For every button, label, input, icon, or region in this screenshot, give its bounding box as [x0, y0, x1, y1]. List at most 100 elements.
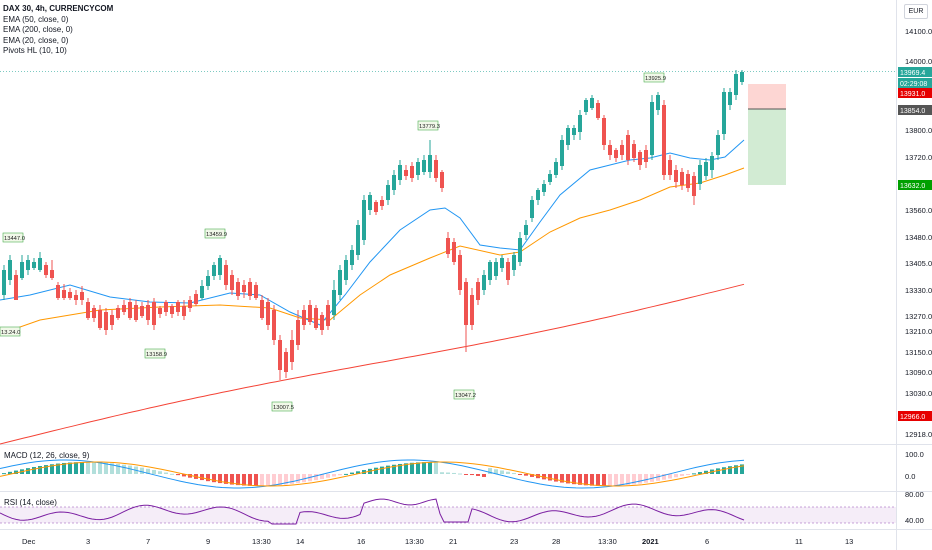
macd-histogram-bar: [92, 462, 96, 474]
candle-body: [572, 128, 576, 135]
candle-body: [524, 225, 528, 235]
candle-body: [548, 174, 552, 182]
candle-body: [620, 145, 624, 155]
take-profit-zone: [748, 109, 786, 185]
time-tick-label: 13:30: [598, 537, 617, 546]
macd-histogram-bar: [104, 462, 108, 474]
candle-body: [164, 302, 168, 312]
chart-legend: DAX 30, 4h, CURRENCYCOM EMA (50, close, …: [3, 4, 113, 57]
time-tick-label: 9: [206, 537, 210, 546]
candle-body: [722, 92, 726, 134]
ema20-line: [0, 139, 745, 326]
legend-ema20[interactable]: EMA (20, close, 0): [3, 35, 69, 45]
macd-histogram-bar: [578, 474, 582, 485]
macd-histogram-bar: [326, 474, 330, 478]
candle-body: [740, 72, 744, 82]
price-tick-label: 13405.0: [905, 259, 932, 268]
ema50-line: [0, 167, 745, 335]
macd-histogram-bar: [686, 474, 690, 475]
legend-ema200[interactable]: EMA (200, close, 0): [3, 25, 73, 34]
macd-histogram-bar: [404, 463, 408, 474]
price-tag-label: 13632.0: [900, 183, 925, 190]
candle-body: [614, 150, 618, 158]
macd-histogram-bar: [656, 474, 660, 481]
stop-loss-zone: [748, 84, 786, 109]
candle-body: [236, 282, 240, 296]
pivot-label: 13007.5: [273, 405, 294, 411]
macd-histogram-bar: [68, 462, 72, 474]
macd-histogram-bar: [608, 474, 612, 486]
price-tick-label: 13150.0: [905, 348, 932, 357]
macd-histogram-bar: [212, 474, 216, 483]
candle-body: [308, 305, 312, 322]
time-tick-label: 28: [552, 537, 560, 546]
macd-histogram-bar: [26, 468, 30, 474]
candle-body: [62, 290, 66, 298]
macd-histogram-bar: [704, 470, 708, 474]
candle-body: [440, 172, 444, 188]
macd-histogram-bar: [32, 467, 36, 474]
candle-body: [200, 286, 204, 298]
price-tick-label: 14100.0: [905, 27, 932, 36]
candle-body: [74, 295, 78, 300]
candle-body: [182, 306, 186, 316]
macd-histogram-bar: [296, 474, 300, 484]
macd-histogram-bar: [320, 474, 324, 479]
candle-body: [596, 103, 600, 118]
rsi-tick-label: 80.00: [905, 490, 924, 499]
macd-histogram-bar: [680, 474, 684, 476]
candle-body: [686, 174, 690, 188]
candle-body: [260, 300, 264, 318]
candle-body: [116, 308, 120, 318]
candle-body: [644, 150, 648, 162]
legend-ema50[interactable]: EMA (50, close, 0): [3, 14, 69, 24]
candle-body: [338, 270, 342, 295]
pivot-label-box: [144, 348, 166, 359]
candle-body: [92, 308, 96, 318]
macd-histogram-bar: [176, 474, 180, 476]
macd-histogram-bar: [560, 474, 564, 483]
legend-pivots[interactable]: Pivots HL (10, 10): [3, 46, 67, 55]
macd-label[interactable]: MACD (12, 26, close, 9): [4, 451, 90, 460]
candle-body: [152, 302, 156, 325]
macd-histogram-bar: [566, 474, 570, 484]
candle-body: [506, 262, 510, 280]
candle-body: [584, 100, 588, 112]
pivot-label-box: [2, 232, 24, 243]
candle-body: [8, 260, 12, 280]
candle-body: [254, 285, 258, 298]
candle-body: [20, 262, 24, 278]
candle-body: [494, 262, 498, 276]
macd-histogram-bar: [572, 474, 576, 485]
macd-histogram-bar: [632, 474, 636, 485]
currency-selector[interactable]: EUR: [904, 4, 928, 19]
macd-histogram-bar: [170, 473, 174, 475]
macd-histogram-bar: [338, 474, 342, 476]
time-tick-label: 16: [357, 537, 365, 546]
candle-body: [128, 302, 132, 318]
macd-histogram-bar: [110, 463, 114, 474]
macd-histogram-bar: [164, 472, 168, 474]
macd-histogram-bar: [644, 474, 648, 483]
macd-histogram-bar: [596, 474, 600, 486]
macd-histogram-bar: [614, 474, 618, 486]
macd-histogram-bar: [2, 473, 6, 475]
macd-histogram-bar: [128, 465, 132, 474]
candle-body: [560, 140, 564, 166]
macd-histogram-bar: [206, 474, 210, 482]
candle-body: [668, 160, 672, 175]
candle-body: [536, 190, 540, 200]
macd-histogram-bar: [356, 471, 360, 474]
macd-histogram-bar: [230, 474, 234, 485]
candle-body: [296, 320, 300, 345]
macd-histogram-bar: [488, 468, 492, 474]
macd-histogram-bar: [224, 474, 228, 484]
candle-body: [554, 162, 558, 175]
candle-body: [488, 262, 492, 280]
candle-body: [332, 290, 336, 315]
rsi-label[interactable]: RSI (14, close): [4, 498, 57, 507]
candle-body: [122, 305, 126, 312]
macd-histogram-bar: [554, 474, 558, 482]
candle-body: [176, 302, 180, 312]
